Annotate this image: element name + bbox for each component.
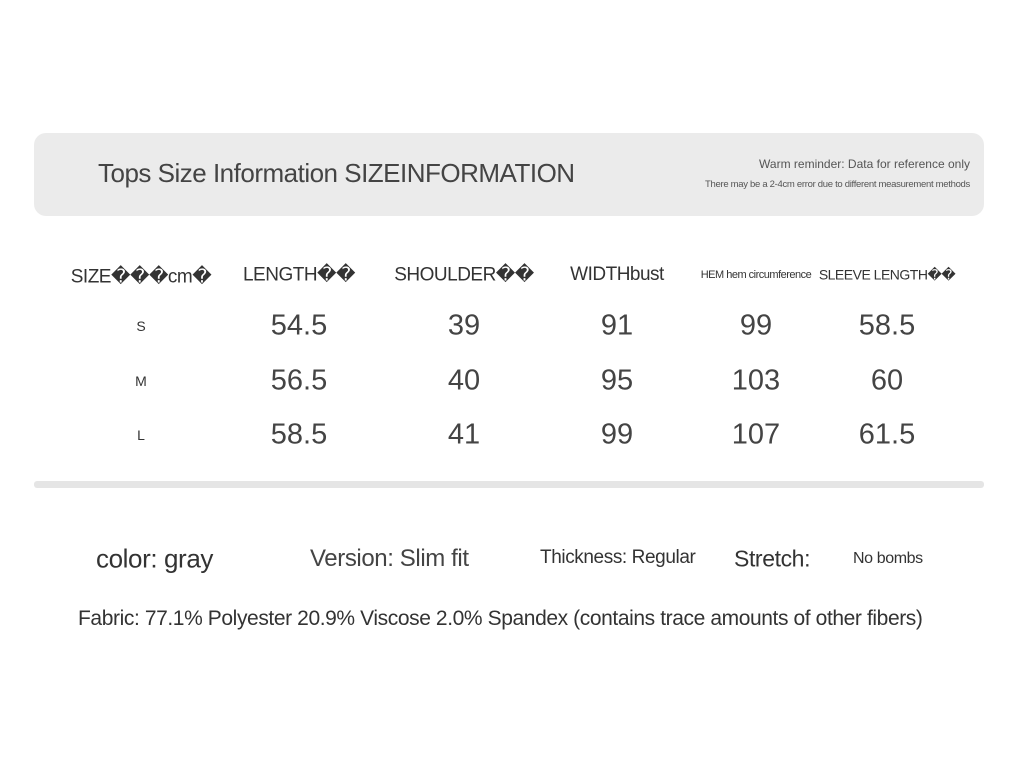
measurement: 39	[447, 309, 481, 342]
column-header: SIZE���cm�	[70, 266, 212, 288]
measurement: 60	[870, 364, 904, 397]
stretch-label: Stretch:	[734, 545, 811, 572]
measurement: 95	[600, 364, 634, 397]
color: color: gray	[96, 543, 213, 574]
version: Version: Slim fit	[310, 545, 469, 572]
measurement: 61.5	[858, 418, 916, 451]
measurement: 54.5	[270, 309, 328, 342]
column-header: HEM hem circumference	[700, 269, 812, 281]
thickness: Thickness: Regular	[540, 547, 696, 568]
header-band	[34, 133, 984, 216]
size-label: L	[137, 427, 145, 443]
measurement: 107	[731, 418, 781, 451]
reminder: Warm reminder: Data for reference only	[759, 157, 970, 171]
note: There may be a 2-4cm error due to differ…	[704, 179, 970, 190]
measurement: 99	[739, 309, 773, 342]
title: Tops Size Information SIZEINFORMATION	[98, 158, 575, 188]
divider	[34, 481, 984, 488]
measurement: 41	[447, 418, 481, 451]
size-label: S	[136, 318, 146, 334]
measurement: 103	[731, 364, 781, 397]
measurement: 91	[600, 309, 634, 342]
column-header: SHOULDER��	[394, 264, 534, 286]
stretch-value: No bombs	[853, 550, 923, 567]
measurement: 58.5	[270, 418, 328, 451]
measurement: 40	[447, 364, 481, 397]
column-header: LENGTH��	[242, 264, 356, 286]
measurement: 58.5	[858, 309, 916, 342]
measurement: 99	[600, 418, 634, 451]
fabric: Fabric: 77.1% Polyester 20.9% Viscose 2.…	[78, 607, 923, 630]
size-label: M	[135, 373, 147, 389]
column-header: SLEEVE LENGTH��	[818, 266, 956, 283]
measurement: 56.5	[270, 364, 328, 397]
column-header: WIDTHbust	[570, 264, 664, 285]
